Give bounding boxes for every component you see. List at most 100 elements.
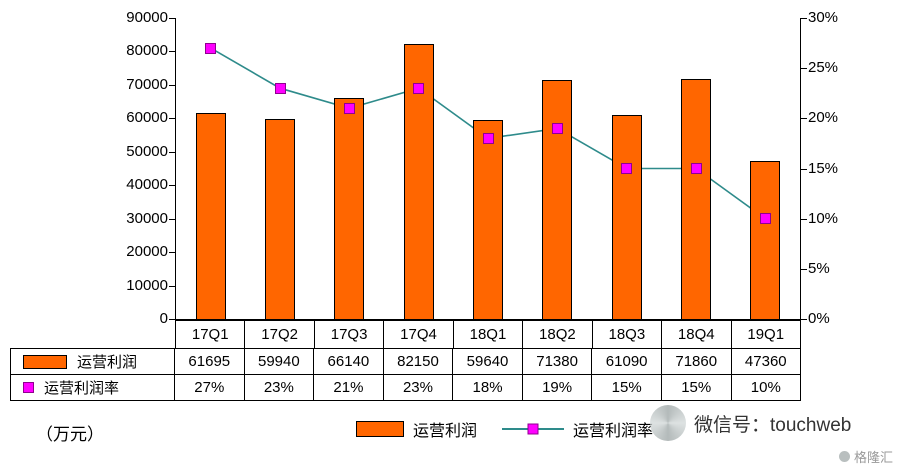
left-axis-tick (169, 185, 175, 187)
right-axis-tick-label: 25% (808, 59, 839, 77)
left-axis-tick-label: 90000 (126, 9, 168, 26)
watermark-label: 格隆汇 (853, 450, 893, 465)
table-row-profit: 运营利润 61695 59940 66140 82150 59640 71380 61090 7… (10, 348, 801, 375)
marker-17Q3 (343, 102, 355, 114)
table-marker-swatch (23, 382, 34, 393)
bar-19Q1 (750, 160, 781, 319)
marker-17Q4 (413, 82, 425, 94)
category-cell-17Q3: 17Q3 (313, 321, 383, 348)
table-row-label: 运营利润 (11, 349, 175, 374)
left-axis-tick-label: 20000 (126, 243, 168, 261)
table-value-19Q1: 47360 (730, 349, 801, 374)
left-axis-tick-label: 60000 (126, 109, 168, 127)
bar-18Q1 (473, 119, 503, 319)
left-axis-tick (169, 118, 175, 120)
category-cell-18Q2: 18Q2 (522, 321, 591, 348)
watermark: 格隆汇 (838, 447, 893, 466)
marker-18Q1 (482, 132, 494, 144)
right-axis-tick (801, 218, 807, 220)
right-axis-tick-label: 0% (808, 310, 830, 327)
bar-18Q4 (681, 78, 711, 319)
marker-18Q2 (551, 122, 563, 134)
category-cell-18Q3: 18Q3 (591, 321, 661, 348)
marker-19Q1 (759, 213, 771, 225)
right-axis-tick (801, 118, 807, 120)
right-axis-tick (801, 268, 807, 270)
category-cell-18Q4: 18Q4 (661, 321, 730, 348)
table-value-17Q2: 59940 (243, 349, 314, 374)
table-value-18Q4: 71860 (660, 349, 731, 374)
right-axis-tick (801, 168, 807, 170)
left-axis-labels: 0 10000 20000 30000 40000 50000 60000 70000 8000… (0, 9, 168, 327)
left-axis-tick-label: 10000 (126, 276, 168, 294)
left-axis-tick (169, 285, 175, 287)
left-axis-tick-label: 80000 (126, 42, 168, 60)
bar-18Q2 (542, 80, 573, 319)
table-value-17Q4: 23% (382, 375, 453, 400)
legend-bar-label: 运营利润 (413, 423, 478, 440)
left-axis-tick-label: 0 (159, 310, 168, 327)
category-cell-17Q4: 17Q4 (383, 321, 452, 348)
table-value-17Q1: 27% (194, 379, 225, 396)
bar-17Q2 (265, 118, 295, 319)
category-cell-19Q1: 19Q1 (730, 321, 800, 348)
left-axis-tick-label: 30000 (126, 209, 168, 227)
unit-label: （万元） (36, 425, 104, 444)
plot-area (169, 18, 807, 320)
left-axis-tick (169, 151, 175, 153)
marker-18Q3 (621, 163, 633, 174)
left-axis-tick (169, 218, 175, 220)
right-axis-tick (801, 18, 807, 19)
table-value-18Q1: 59640 (452, 349, 522, 374)
watermark-logo-icon (838, 451, 850, 462)
table-value-18Q3: 15% (591, 375, 661, 400)
table-value-18Q2: 19% (521, 375, 592, 400)
left-axis-tick-label: 50000 (126, 142, 168, 160)
right-axis-labels: 0% 5% 10% 15% 20% 25% 30% (808, 9, 898, 327)
table-value-18Q4: 15% (660, 375, 731, 400)
table-value-17Q2: 23% (243, 375, 314, 400)
table-row-rate: 运营利润率 27% 23% 21% 23% 18% 19% 15% 15% 10% (10, 374, 801, 401)
legend-line-swatch (502, 423, 565, 435)
legend: 运营利润 运营利润率 (356, 417, 653, 441)
marker-18Q4 (690, 163, 702, 174)
category-cell-17Q2: 17Q2 (244, 321, 313, 348)
left-axis-tick-label: 40000 (126, 176, 168, 194)
table-row-label-text: 运营利润 (77, 354, 138, 371)
category-row: 17Q1 17Q2 17Q3 17Q4 18Q1 18Q2 18Q3 18Q4 19Q1 (175, 320, 801, 349)
right-axis-tick-label: 5% (808, 259, 830, 277)
legend-bar-swatch (356, 421, 404, 437)
wechat-label: 微信号：touchweb (694, 414, 852, 436)
left-axis-tick (169, 51, 175, 53)
table-value-17Q1: 61695 (188, 353, 231, 370)
bar-18Q3 (611, 114, 642, 319)
left-axis-tick (169, 84, 175, 86)
right-axis-tick-label: 30% (808, 9, 839, 26)
left-axis-tick (169, 18, 175, 19)
category-cell-18Q1: 18Q1 (452, 321, 522, 348)
left-axis-tick-label: 70000 (126, 75, 168, 93)
right-axis-tick (801, 68, 807, 70)
right-axis-tick-label: 15% (808, 159, 839, 177)
table-value-17Q3: 21% (313, 375, 383, 400)
table-value-17Q4: 82150 (382, 349, 453, 374)
left-axis-tick (169, 319, 175, 320)
left-axis-tick (169, 252, 175, 254)
table-bar-swatch (23, 354, 67, 369)
legend-line-marker-icon (527, 423, 539, 435)
wechat-badge: 微信号：touchweb (650, 405, 851, 441)
table-value-18Q3: 61090 (591, 349, 661, 374)
right-axis-tick-label: 20% (808, 109, 839, 127)
table-value-18Q1: 18% (452, 375, 522, 400)
table-value-18Q2: 71380 (521, 349, 592, 374)
category-cell-17Q1: 17Q1 (191, 326, 229, 343)
right-axis-tick (801, 319, 807, 320)
bar-17Q1 (195, 112, 226, 319)
table-value-17Q3: 66140 (313, 349, 383, 374)
bar-17Q3 (334, 97, 365, 319)
legend-line-label: 运营利润率 (573, 423, 654, 440)
right-axis-tick-label: 10% (808, 209, 839, 227)
table-row-label-text: 运营利润率 (44, 380, 120, 397)
table-row-label: 运营利润率 (11, 375, 175, 400)
marker-17Q2 (274, 82, 286, 94)
